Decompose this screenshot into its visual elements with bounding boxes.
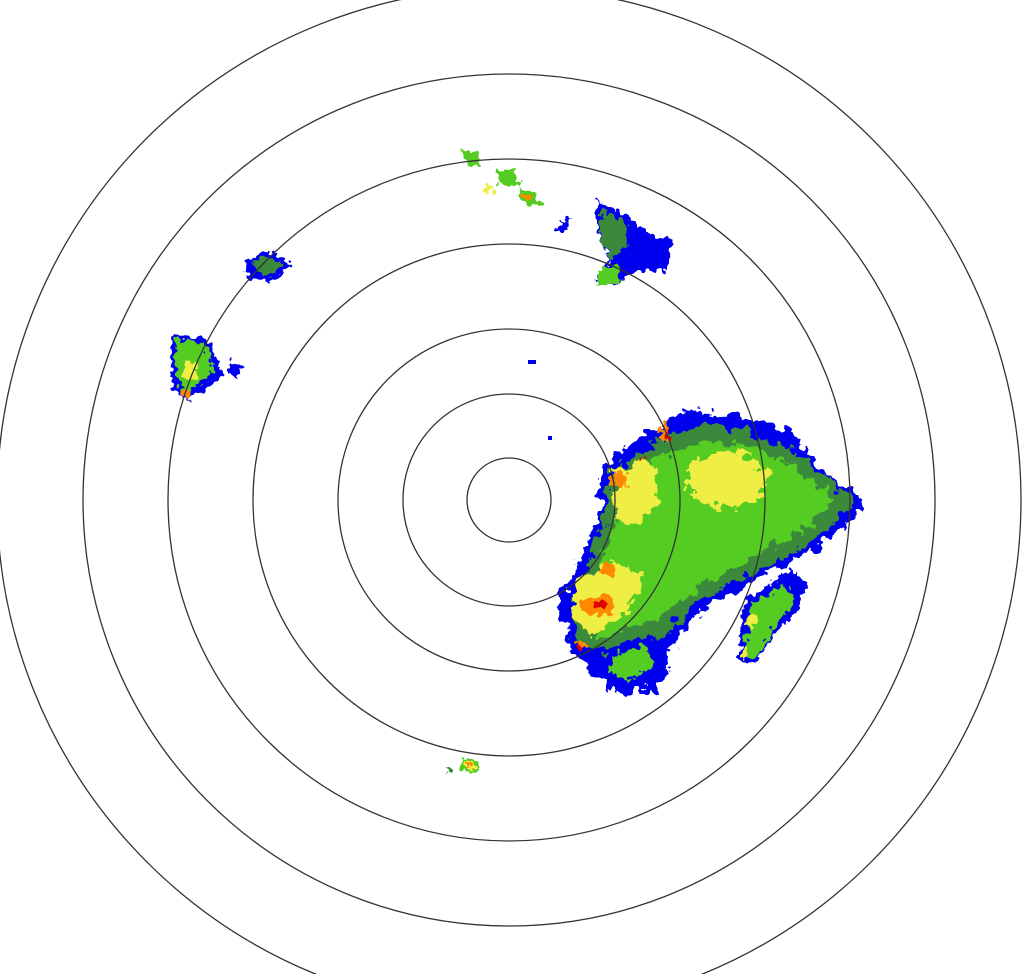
echo-cell-north: [462, 150, 672, 285]
precipitation-echoes: [170, 150, 865, 773]
range-ring-1: [466, 457, 552, 543]
range-ring-4: [252, 243, 766, 757]
echo-cell-south: [446, 759, 479, 773]
echo-cell-northwest: [170, 250, 292, 400]
echo-cell-southeast: [605, 570, 808, 690]
range-ring-6: [82, 73, 936, 927]
echo-cell-east: [560, 410, 865, 690]
range-ring-3: [337, 328, 681, 672]
range-ring-2: [402, 393, 616, 607]
range-ring-5: [167, 158, 851, 842]
